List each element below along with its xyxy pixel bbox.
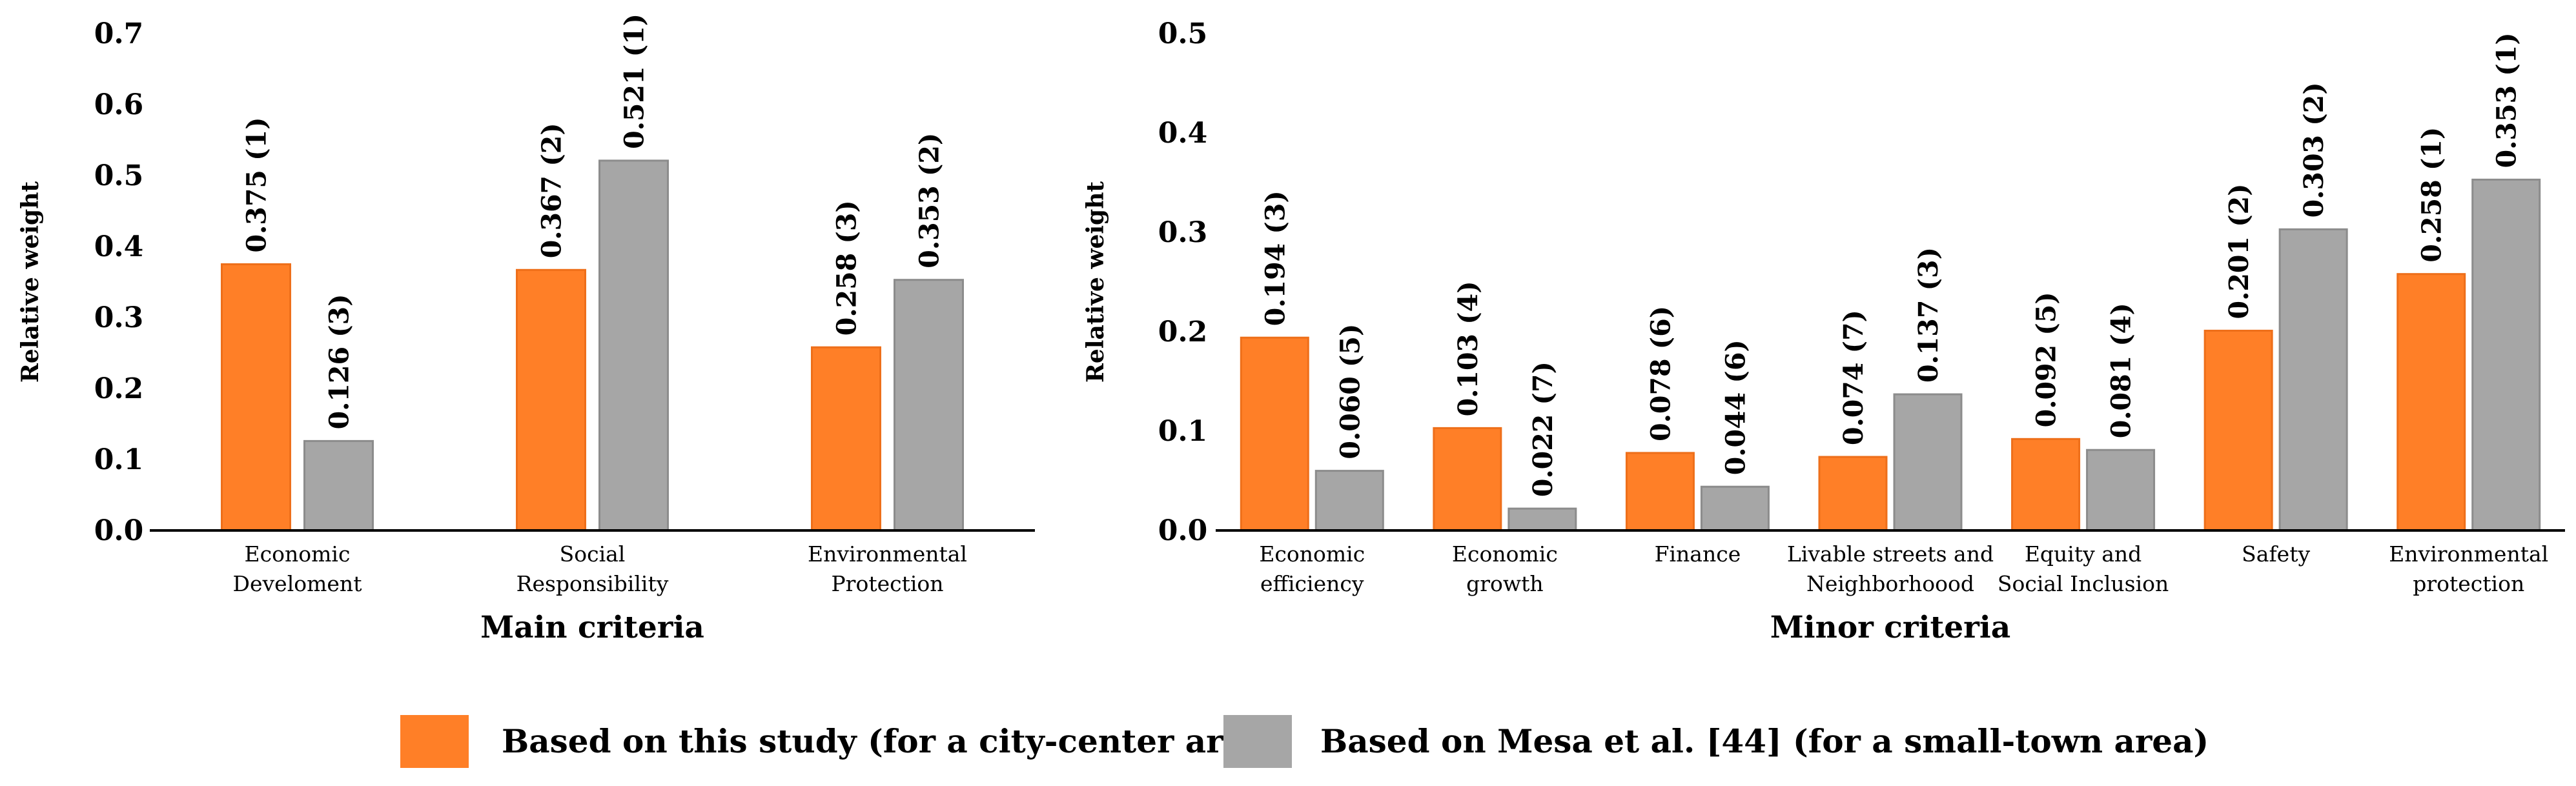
y-tick-label: 0.5 xyxy=(1158,17,1208,50)
bar-this-study xyxy=(1625,452,1695,532)
bar-mesa xyxy=(2471,178,2541,532)
category-label: Social Inclusion xyxy=(1998,571,2169,596)
category-label: Safety xyxy=(2242,541,2310,567)
bar-this-study xyxy=(1240,336,1309,532)
category-label: Develoment xyxy=(233,571,362,596)
data-label: 0.258 (1) xyxy=(2417,127,2448,263)
bar-this-study xyxy=(1818,456,1888,532)
y-axis-title: Relative weight xyxy=(17,181,44,383)
y-tick-label: 0.7 xyxy=(94,17,144,50)
bar-this-study xyxy=(2203,329,2273,532)
bar-this-study xyxy=(811,346,881,532)
y-tick-label: 0.2 xyxy=(94,372,144,405)
data-label: 0.044 (6) xyxy=(1720,339,1751,475)
data-label: 0.353 (2) xyxy=(914,133,945,268)
data-label: 0.081 (4) xyxy=(2106,303,2137,438)
category-label: Economic xyxy=(245,541,351,567)
legend: Based on this study (for a city-center a… xyxy=(400,715,2209,768)
y-axis-title: Relative weight xyxy=(1082,181,1109,383)
category-label: Finance xyxy=(1655,541,1741,567)
category-label: Environmental xyxy=(2389,541,2548,567)
data-label: 0.201 (2) xyxy=(2223,183,2254,319)
data-label: 0.126 (3) xyxy=(324,294,355,429)
data-label: 0.137 (3) xyxy=(1913,247,1944,383)
bar-mesa xyxy=(303,439,374,532)
y-tick-label: 0.4 xyxy=(1158,117,1208,150)
data-label: 0.078 (6) xyxy=(1645,306,1676,441)
y-tick-label: 0.1 xyxy=(1158,415,1208,448)
bar-mesa xyxy=(598,159,669,532)
bar-this-study xyxy=(2397,273,2466,532)
y-tick-label: 0.3 xyxy=(94,301,144,334)
category-label: Livable streets and xyxy=(1787,541,1994,567)
y-tick-label: 0.0 xyxy=(94,514,144,547)
category-label: Protection xyxy=(831,571,943,596)
data-label: 0.375 (1) xyxy=(241,117,272,253)
category-label: Economic xyxy=(1259,541,1365,567)
bar-mesa xyxy=(2278,228,2348,532)
y-tick-label: 0.4 xyxy=(94,230,144,263)
bar-this-study xyxy=(516,268,586,532)
data-label: 0.367 (2) xyxy=(537,123,567,258)
data-label: 0.092 (5) xyxy=(2031,292,2062,427)
bar-mesa xyxy=(1508,507,1577,532)
legend-swatch xyxy=(400,715,469,768)
legend-swatch xyxy=(1223,715,1292,768)
bar-mesa xyxy=(1314,470,1384,532)
legend-label: Based on Mesa et al. [44] (for a small-t… xyxy=(1320,722,2209,760)
category-label: Environmental xyxy=(808,541,967,567)
category-label: Equity and xyxy=(2025,541,2142,567)
bar-this-study xyxy=(221,263,291,532)
y-tick-label: 0.0 xyxy=(1158,514,1208,547)
y-tick-label: 0.2 xyxy=(1158,316,1208,348)
data-label: 0.022 (7) xyxy=(1528,361,1559,497)
y-tick-label: 0.5 xyxy=(94,159,144,192)
category-label: Neighborhoood xyxy=(1806,571,1974,596)
bar-mesa xyxy=(1700,485,1770,532)
category-label: Responsibility xyxy=(516,571,669,596)
x-axis-title: Minor criteria xyxy=(1770,610,2010,645)
main-criteria-chart: 0.0 0.1 0.2 0.3 0.4 0.5 0.6 0.7 Relative weight 0… xyxy=(17,14,1035,645)
minor-criteria-chart: 0.0 0.1 0.2 0.3 0.4 0.5 Relative weight 0.194 (… xyxy=(1082,17,2565,645)
data-label: 0.521 (1) xyxy=(619,14,650,149)
data-label: 0.194 (3) xyxy=(1260,190,1291,326)
y-tick-label: 0.3 xyxy=(1158,216,1208,249)
bar-this-study xyxy=(2011,438,2081,532)
data-label: 0.258 (3) xyxy=(832,200,863,336)
data-label: 0.303 (2) xyxy=(2298,82,2329,217)
bar-mesa xyxy=(1893,393,1963,532)
x-axis-title: Main criteria xyxy=(480,610,704,645)
bar-mesa xyxy=(894,279,964,532)
category-label: efficiency xyxy=(1260,571,1364,596)
legend-label: Based on this study (for a city-center a… xyxy=(502,722,1280,760)
data-label: 0.060 (5) xyxy=(1334,324,1365,459)
category-label: Economic xyxy=(1452,541,1558,567)
category-label: growth xyxy=(1466,571,1544,596)
category-label: protection xyxy=(2413,571,2524,596)
data-label: 0.103 (4) xyxy=(1453,281,1484,416)
bar-this-study xyxy=(1433,427,1502,532)
bar-mesa xyxy=(2086,448,2156,532)
data-label: 0.074 (7) xyxy=(1838,310,1869,445)
y-tick-label: 0.1 xyxy=(94,443,144,476)
y-tick-label: 0.6 xyxy=(94,88,144,121)
category-label: Social xyxy=(560,541,626,567)
data-label: 0.353 (1) xyxy=(2491,32,2522,168)
